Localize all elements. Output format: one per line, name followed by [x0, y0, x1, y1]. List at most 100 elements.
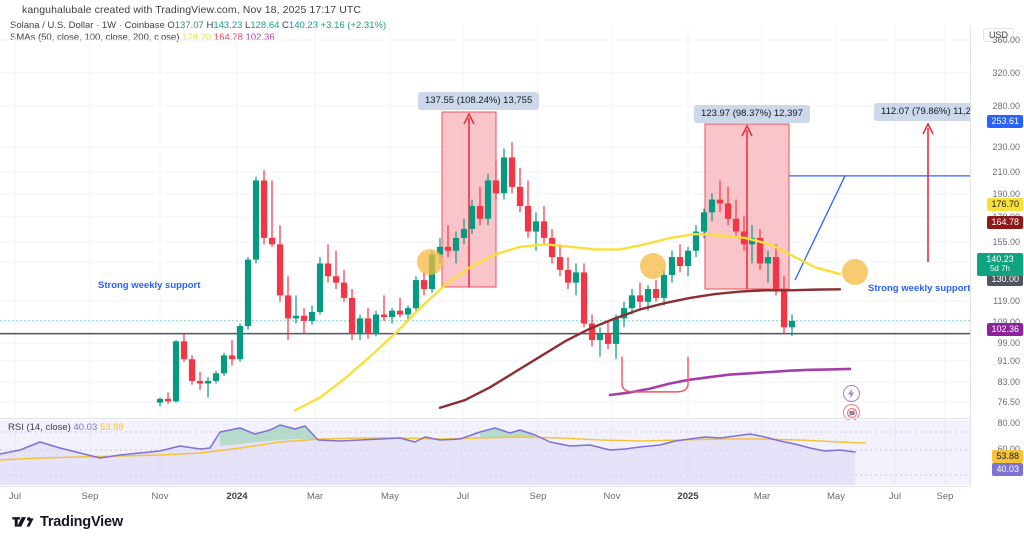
- time-tick-10: Mar: [753, 491, 771, 502]
- rsi-ma-line: [0, 436, 866, 461]
- rsi-tick-1: 60.00: [997, 444, 1020, 454]
- pane-divider: [0, 418, 970, 419]
- candle-body: [308, 311, 316, 321]
- price-tick-7: 155.00: [992, 237, 1020, 247]
- candle-body: [580, 272, 588, 324]
- exchange-label[interactable]: Coinbase: [124, 20, 165, 31]
- candle-body: [196, 380, 204, 384]
- time-tick-3: 2024: [226, 491, 248, 502]
- rsi-ma-value: 53.88: [99, 422, 124, 433]
- price-tick-1: 320.00: [992, 68, 1020, 78]
- tradingview-mark-icon: [12, 516, 34, 527]
- support-touch-marker-1: [417, 249, 443, 275]
- candle-body: [324, 263, 332, 277]
- candle-body: [724, 203, 732, 219]
- candle-body: [748, 237, 756, 245]
- sma-legend-row[interactable]: SMAs (50, close, 100, close, 200, close)…: [10, 32, 386, 44]
- support-touch-marker-2: [640, 253, 666, 279]
- candle-body: [604, 333, 612, 344]
- time-tick-7: Sep: [529, 491, 547, 502]
- candle-body: [516, 186, 524, 206]
- support-label-right[interactable]: Strong weekly support: [868, 283, 971, 294]
- candle-body: [684, 250, 692, 267]
- footer-bar: TradingView: [0, 508, 1024, 539]
- rsi-title: RSI (14, close): [8, 422, 71, 433]
- candle-body: [572, 272, 580, 283]
- candle-body: [708, 199, 716, 213]
- interval-label[interactable]: 1W: [101, 20, 117, 31]
- candle-body: [532, 221, 540, 232]
- candle-body: [268, 237, 276, 245]
- price-tag-blue-target[interactable]: 253.61: [987, 115, 1023, 128]
- price-axis[interactable]: USD 360.00 320.00 280.00 230.00 210.00 190.00…: [970, 26, 1024, 486]
- candle-body: [164, 398, 172, 402]
- candle-body: [716, 199, 724, 204]
- measure-label-right[interactable]: 112.07 (79.86%) 11,207: [874, 103, 989, 121]
- time-tick-13: Sep: [936, 491, 954, 502]
- candle-body: [660, 274, 668, 298]
- price-tag-sma200[interactable]: 102.36: [987, 323, 1023, 336]
- price-tag-rsi-ma[interactable]: 53.88: [992, 450, 1023, 463]
- price-tick-10: 109.00: [992, 317, 1020, 327]
- rsi-pane[interactable]: [0, 420, 970, 485]
- time-tick-8: Nov: [603, 491, 621, 502]
- symbol-name[interactable]: Solana / U.S. Dollar: [10, 20, 94, 31]
- time-axis[interactable]: Jul Sep Nov 2024 Mar May Jul Sep Nov 2025 Mar May Ju…: [0, 486, 970, 508]
- rsi-legend[interactable]: RSI (14, close) 40.03 53.88: [8, 422, 124, 433]
- last-price-tag[interactable]: 140.23 5d 7h: [977, 253, 1023, 276]
- time-tick-1: Sep: [81, 491, 99, 502]
- sma50-line: [293, 232, 842, 412]
- high-value: 143.23: [213, 20, 243, 31]
- measure-label-left[interactable]: 137.55 (108.24%) 13,755: [418, 92, 540, 110]
- no-entry-icon[interactable]: [843, 404, 860, 421]
- candle-body: [276, 244, 284, 296]
- candle-body: [556, 257, 564, 270]
- candle-body: [764, 257, 772, 264]
- sma-title: SMAs (50, close, 100, close, 200, close): [10, 32, 180, 43]
- price-tag-sma50[interactable]: 176.70: [987, 198, 1023, 211]
- measure-label-middle[interactable]: 123.97 (98.37%) 12,397: [694, 105, 810, 123]
- candle-body: [420, 280, 428, 289]
- time-tick-5: May: [381, 491, 399, 502]
- candle-body: [732, 218, 740, 232]
- candle-body: [284, 295, 292, 319]
- lightning-icon[interactable]: [843, 385, 860, 402]
- candle-body: [388, 310, 396, 318]
- candle-body: [364, 318, 372, 334]
- candle-body: [348, 297, 356, 334]
- candle-body: [508, 157, 516, 187]
- support-label-left[interactable]: Strong weekly support: [98, 280, 201, 291]
- close-label: C: [282, 20, 289, 31]
- candle-body: [588, 323, 596, 341]
- rsi-tick-0: 80.00: [997, 418, 1020, 428]
- price-tag-rsi[interactable]: 40.03: [992, 463, 1023, 476]
- candle-body: [412, 280, 420, 309]
- candle-body: [468, 205, 476, 229]
- tradingview-logo[interactable]: TradingView: [12, 514, 123, 530]
- candle-body: [244, 259, 252, 327]
- currency-unit-label: USD: [982, 28, 1014, 42]
- candle-body: [396, 310, 404, 315]
- candle-body: [436, 246, 444, 255]
- price-tag-support[interactable]: 130.00: [987, 273, 1023, 286]
- candle-body: [156, 398, 164, 403]
- price-chart-pane[interactable]: [0, 26, 970, 418]
- sma100-value: 164.78: [213, 32, 243, 43]
- symbol-legend-row[interactable]: Solana / U.S. Dollar · 1W · Coinbase O13…: [10, 20, 386, 32]
- price-tick-5: 190.00: [992, 189, 1020, 199]
- candle-body: [484, 180, 492, 219]
- candle-body: [300, 315, 308, 321]
- candle-body: [260, 180, 268, 238]
- candle-body: [444, 246, 452, 251]
- time-tick-2: Nov: [151, 491, 169, 502]
- support-touch-marker-3: [842, 259, 868, 285]
- time-tick-4: Mar: [306, 491, 324, 502]
- open-label: O: [167, 20, 175, 31]
- rsi-area: [0, 425, 855, 485]
- candle-body: [332, 276, 340, 283]
- price-tick-2: 280.00: [992, 101, 1020, 111]
- sma200-value: 102.36: [245, 32, 275, 43]
- target-projection: [789, 175, 970, 281]
- price-tag-sma100[interactable]: 164.78: [987, 216, 1023, 229]
- legend-sep-1: ·: [96, 20, 100, 31]
